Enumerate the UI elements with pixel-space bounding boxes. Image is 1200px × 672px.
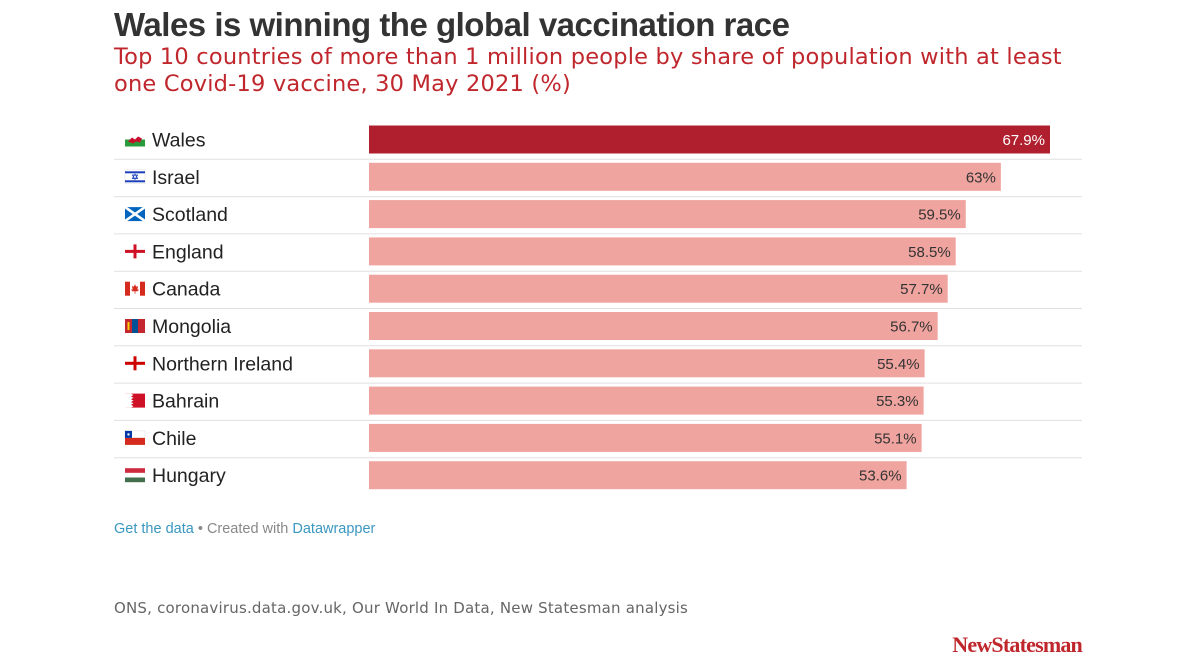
- category-label: Israel: [152, 167, 200, 189]
- bar: [369, 200, 966, 229]
- value-label: 53.6%: [859, 468, 902, 485]
- bar: [369, 237, 956, 266]
- brand-logo: NewStatesman: [952, 632, 1083, 657]
- canada-flag-icon: [125, 281, 145, 296]
- source-note: ONS, coronavirus.data.gov.uk, Our World …: [114, 599, 689, 617]
- category-label: Bahrain: [152, 391, 219, 413]
- bar: [369, 349, 925, 378]
- chart-footer: Get the data • Created with Datawrapper: [114, 521, 375, 537]
- bar-chart: Wales 67.9% Israel 63% Scotland 59.5% England 5…: [114, 125, 1082, 490]
- bar: [369, 312, 938, 340]
- bar: [369, 386, 924, 415]
- datawrapper-link[interactable]: Datawrapper: [292, 521, 376, 537]
- value-label: 63%: [966, 169, 996, 186]
- israel-flag-icon: [124, 169, 146, 185]
- category-label: England: [152, 241, 224, 263]
- category-label: Hungary: [152, 465, 226, 487]
- bar: [369, 423, 922, 452]
- chart-subtitle: Top 10 countries of more than 1 million …: [114, 44, 1062, 97]
- northern-ireland-flag-icon: [125, 356, 145, 371]
- bar: [369, 274, 948, 303]
- value-label: 59.5%: [918, 207, 961, 224]
- get-the-data-link[interactable]: Get the data: [114, 521, 194, 537]
- bahrain-flag-icon: [125, 393, 145, 408]
- value-label: 57.7%: [900, 281, 943, 298]
- england-flag-icon: [125, 244, 145, 259]
- chile-flag-icon: [124, 430, 146, 445]
- category-label: Northern Ireland: [152, 353, 293, 375]
- value-label: 58.5%: [908, 244, 951, 261]
- hungary-flag-icon: [125, 468, 145, 483]
- value-label: 55.1%: [874, 430, 917, 447]
- footer-separator: • Created with: [193, 521, 293, 537]
- bar: [369, 162, 1001, 191]
- category-label: Mongolia: [152, 316, 231, 338]
- chart-title: Wales is winning the global vaccination …: [114, 6, 790, 43]
- value-label: 67.9%: [1002, 132, 1045, 149]
- bar: [369, 125, 1050, 154]
- category-label: Canada: [152, 279, 220, 301]
- wales-flag-icon: [125, 132, 145, 147]
- value-label: 56.7%: [890, 319, 933, 336]
- value-label: 55.3%: [876, 393, 919, 410]
- bar: [369, 461, 907, 490]
- scotland-flag-icon: [124, 206, 146, 223]
- value-label: 55.4%: [877, 356, 920, 373]
- mongolia-flag-icon: [125, 319, 145, 333]
- category-label: Wales: [152, 130, 206, 152]
- category-label: Scotland: [152, 204, 228, 226]
- category-label: Chile: [152, 428, 196, 450]
